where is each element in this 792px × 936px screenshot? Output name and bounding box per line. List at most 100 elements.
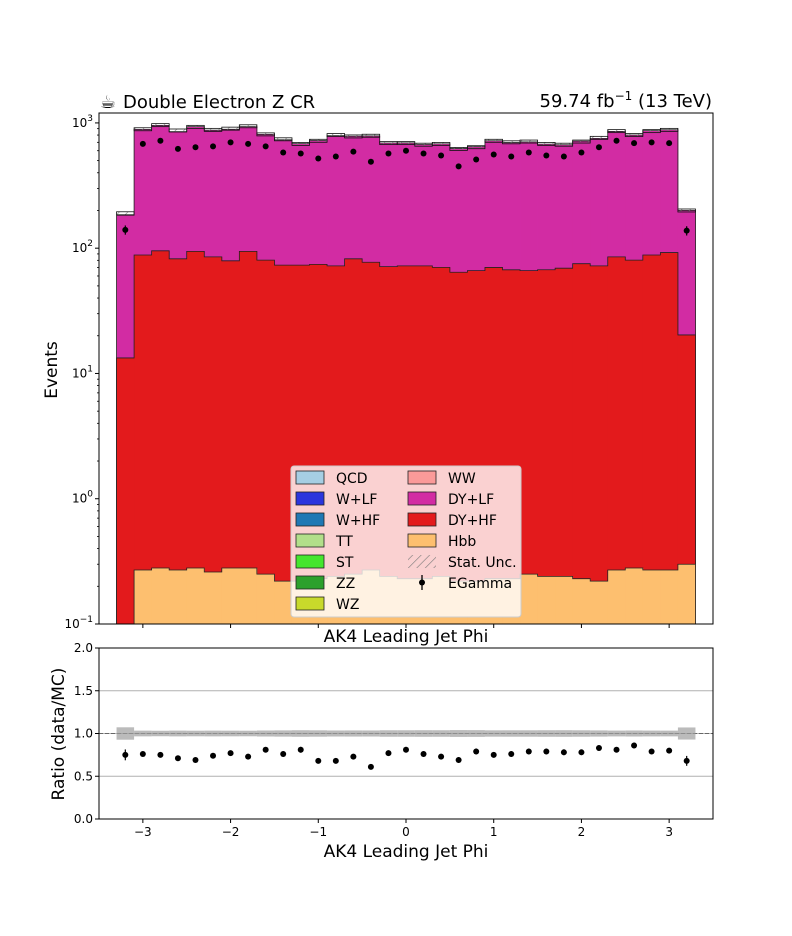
stack-bar-dy-hf (221, 260, 240, 624)
data-point (560, 153, 567, 160)
stat-unc-band (291, 142, 310, 146)
lumi-label: 59.74 fb−1 (13 TeV) (540, 89, 712, 112)
ratio-unc-band (555, 730, 573, 737)
ratio-point (262, 746, 269, 753)
legend-label-st: ST (336, 555, 354, 571)
legend-swatch-ww (407, 470, 437, 485)
ratio-plot-panel: 0.0 0.5 1.0 1.5 2.0 −3 −2 −1 0 1 2 3 (74, 641, 714, 839)
stat-unc-band (554, 142, 574, 147)
data-point (367, 158, 374, 165)
ratio-unc-band (291, 730, 310, 737)
stack-bar-dy-hf (204, 256, 223, 624)
stat-unc-band (677, 208, 696, 213)
data-point (455, 163, 462, 170)
stack-bar-hbb (151, 567, 170, 624)
ratio-point (508, 751, 515, 758)
legend-swatch-dy-lf (407, 491, 437, 506)
data-point (403, 147, 409, 154)
stat-unc-band (607, 129, 626, 134)
ratio-point (315, 757, 322, 764)
data-point (473, 156, 480, 163)
stat-unc-band (466, 145, 486, 150)
stat-unc-band (186, 124, 205, 129)
data-point (227, 139, 234, 146)
legend-label-stat-unc: Stat. Unc. (448, 555, 517, 571)
ratio-point (631, 742, 638, 749)
legend-label-ww: WW (448, 471, 476, 487)
ratio-point (613, 746, 620, 753)
stack-bar-hbb (186, 567, 205, 624)
y-tick-label: 102 (72, 239, 93, 255)
data-point (245, 140, 252, 147)
stack-bar-dy-hf (660, 252, 679, 624)
x-tick-label: 2 (578, 825, 586, 839)
ratio-unc-band (379, 730, 398, 737)
stat-unc-band (537, 142, 556, 146)
ratio-point (420, 751, 427, 758)
stack-bar-hbb (274, 581, 293, 624)
ratio-point (332, 757, 339, 764)
data-point (438, 152, 445, 159)
data-point (420, 150, 427, 157)
stack-bar-hbb (607, 569, 626, 624)
stack-bar-dy-hf (607, 256, 626, 624)
stack-bar-dy-hf (274, 265, 293, 624)
stat-unc-band (116, 211, 135, 216)
ratio-point (648, 748, 655, 755)
data-point (280, 149, 287, 156)
ratio-point (210, 752, 217, 759)
stack-bar-dy-hf (169, 258, 188, 624)
legend-swatch-stat-unc (408, 555, 436, 568)
stack-bar-dy-hf (625, 260, 644, 624)
stat-unc-band (309, 138, 328, 143)
legend-swatch-w-lf (295, 491, 325, 506)
stat-unc-band (502, 140, 521, 145)
data-point (648, 139, 655, 146)
ratio-point (403, 746, 409, 753)
legend-label-wz: WZ (336, 597, 359, 613)
stack-bar-dy-hf (151, 250, 170, 624)
stack-bar-dy-hf (256, 260, 275, 624)
stack-bar-dy-hf (555, 268, 574, 624)
ratio-unc-band (502, 730, 521, 737)
ratio-unc-band (660, 730, 678, 737)
ratio-unc-band (467, 730, 485, 737)
stat-unc-band (624, 133, 644, 137)
legend-label-zz: ZZ (336, 576, 355, 592)
ratio-point (543, 748, 550, 755)
data-point (578, 149, 585, 156)
ratio-point (683, 757, 690, 764)
y-tick-label: 10−1 (64, 615, 93, 631)
y-tick-label: 101 (72, 364, 93, 380)
ratio-point (455, 757, 462, 764)
legend-label-dy-hf: DY+HF (448, 513, 497, 529)
ratio-point (297, 746, 304, 753)
stat-unc-band (484, 138, 503, 143)
legend-label-dy-lf: DY+LF (448, 492, 494, 508)
ratio-unc-band (590, 730, 608, 737)
stat-unc-band (589, 135, 609, 140)
ratio-point (157, 751, 164, 758)
stack-bar-hbb (204, 572, 223, 624)
ratio-unc-band (204, 730, 222, 737)
stack-bar-hbb (642, 569, 661, 624)
ratio-point (122, 751, 129, 758)
stack-bar-hbb (239, 567, 258, 624)
stack-bar-dy-hf (590, 265, 609, 624)
stack-bar-hbb (169, 569, 188, 624)
stack-bar-hbb (677, 564, 696, 624)
ratio-unc-band (677, 727, 696, 740)
x-axis-label: AK4 Leading Jet Phi (324, 842, 489, 862)
ratio-point (245, 753, 252, 760)
stat-unc-band (256, 132, 275, 137)
stack-bar-hbb (660, 569, 679, 624)
ratio-y-tick-label: 0.5 (74, 769, 93, 783)
legend-label-hbb: Hbb (448, 534, 476, 550)
ratio-unc-band (520, 730, 538, 737)
y-axis-label-events: Events (42, 341, 62, 399)
ratio-point (280, 751, 287, 758)
stack-bar-hbb (256, 574, 275, 624)
ratio-unc-band (572, 730, 591, 737)
legend-label-w-hf: W+HF (336, 513, 380, 529)
data-point (385, 150, 392, 157)
